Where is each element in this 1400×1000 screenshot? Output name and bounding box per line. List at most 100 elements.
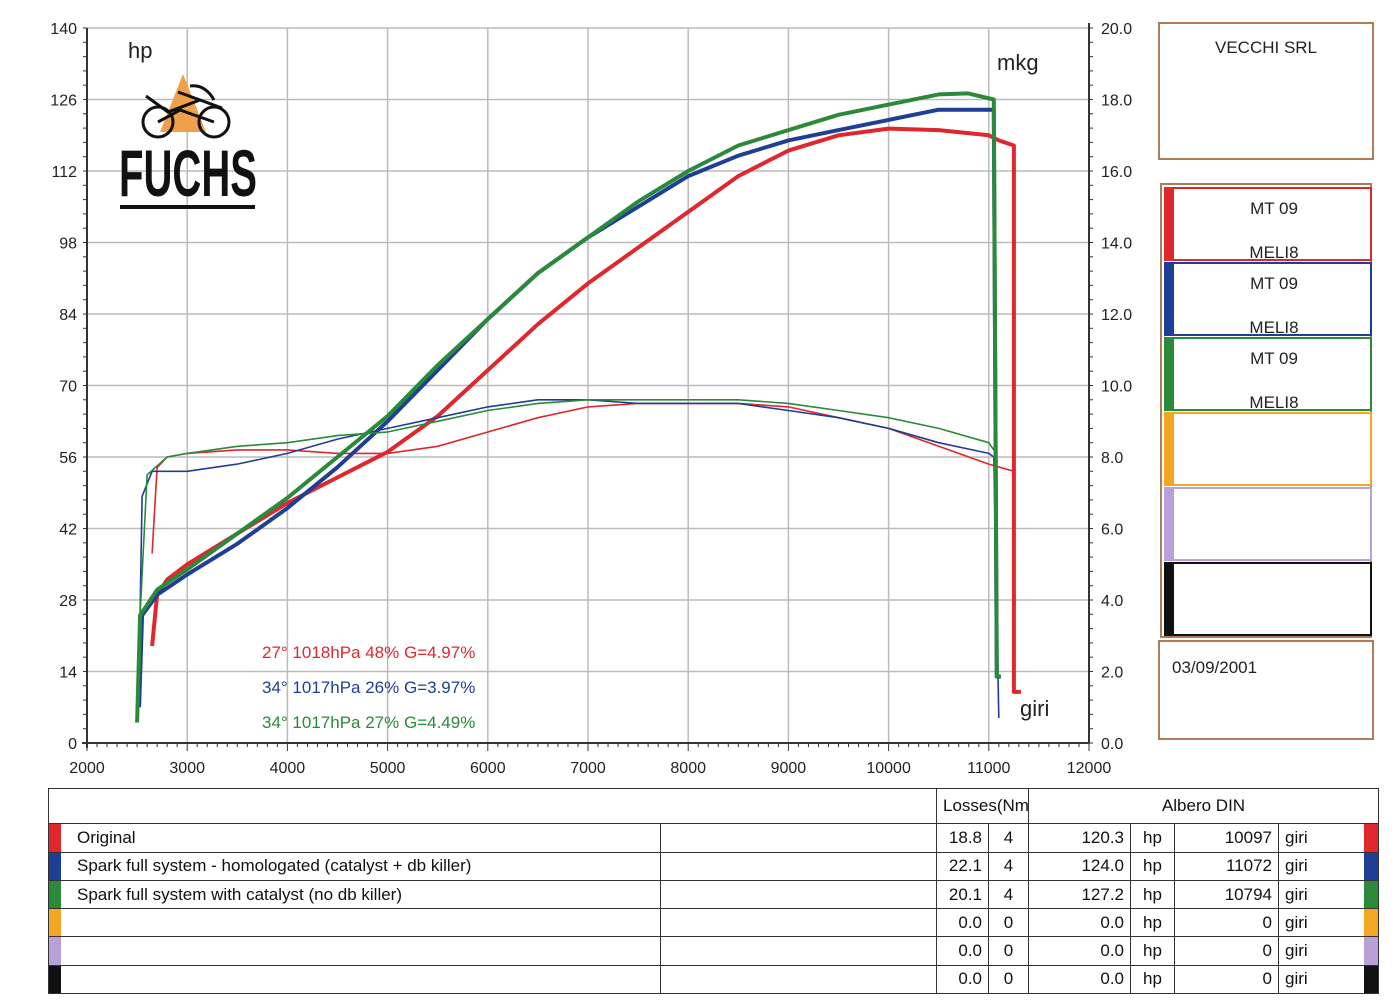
- max-power-rpm: 10794: [1174, 879, 1279, 910]
- sample-config: MELI8: [1249, 243, 1299, 262]
- sample-color-chip: [1164, 262, 1174, 336]
- x-tick-label: 6000: [470, 760, 506, 777]
- sample-model: MT 09: [1250, 199, 1298, 218]
- loss-value: 0.0: [936, 964, 989, 995]
- power-curve-2: [137, 107, 1001, 708]
- company-name: VECCHI SRL: [1214, 38, 1318, 57]
- sample-config: MELI8: [1249, 318, 1299, 337]
- run-notes: [660, 851, 937, 881]
- rpm-unit: giri: [1277, 936, 1380, 966]
- test-conditions: 27° 1018hPa 48% G=4.97% 34° 1017hPa 26% G…: [262, 643, 475, 732]
- loss-value: 20.1: [936, 879, 989, 910]
- run-notes: [660, 964, 937, 995]
- sample-config: MELI8: [1249, 393, 1299, 412]
- y-left-tick-label: 84: [59, 307, 77, 324]
- losses-header: Losses(Nm): [936, 787, 1029, 825]
- rpm-unit: giri: [1277, 964, 1380, 995]
- sample-box-2: MT 09 MELI8: [1164, 262, 1372, 337]
- logo-text: FUCHS: [119, 137, 257, 210]
- loss-count: 4: [988, 879, 1029, 910]
- run-name: [48, 964, 661, 995]
- motorcycle-icon: [141, 84, 231, 139]
- y-right-tick-label: 18.0: [1101, 93, 1132, 110]
- max-power-value: 124.0: [1028, 851, 1131, 881]
- chart-ticks: 2000 3000 4000 5000 6000 7000 8000 9000 10000 110…: [50, 21, 1132, 777]
- row-color-chip: [49, 853, 61, 880]
- chart-axes: [82, 23, 1093, 751]
- row-color-chip: [49, 966, 61, 993]
- albero-header: Albero DIN: [1027, 787, 1380, 825]
- sample-model: MT 09: [1250, 349, 1298, 368]
- sample-color-chip: [1164, 187, 1174, 261]
- loss-value: 0.0: [936, 936, 989, 966]
- test-date: 03/09/2001: [1172, 658, 1258, 677]
- power-unit: hp: [1130, 936, 1175, 966]
- run-name: Spark full system - homologated (catalys…: [48, 851, 661, 881]
- row-color-chip: [49, 937, 61, 965]
- dyno-chart: 2000 3000 4000 5000 6000 7000 8000 9000 10000 110…: [50, 21, 1132, 777]
- max-power-value: 0.0: [1028, 964, 1131, 995]
- loss-count: 4: [988, 823, 1029, 853]
- run-name: Spark full system with catalyst (no db k…: [48, 879, 661, 910]
- y-right-tick-label: 16.0: [1101, 164, 1132, 181]
- run-name: Original: [48, 823, 661, 853]
- run-notes: [660, 936, 937, 966]
- x-tick-label: 4000: [270, 760, 306, 777]
- chart-series: [135, 91, 1021, 723]
- y-right-tick-label: 8.0: [1101, 450, 1123, 467]
- power-curve-3: [135, 91, 1001, 723]
- row-color-chip-right: [1364, 966, 1378, 993]
- max-power-value: 120.3: [1028, 823, 1131, 853]
- row-color-chip: [49, 824, 61, 852]
- y-right-tick-label: 20.0: [1101, 21, 1132, 38]
- y-right-tick-label: 12.0: [1101, 307, 1132, 324]
- run-name: [48, 908, 661, 938]
- sample-color-chip: [1164, 337, 1174, 411]
- sample-color-chip: [1164, 562, 1174, 636]
- rpm-unit: giri: [1277, 908, 1380, 938]
- max-power-value: 0.0: [1028, 936, 1131, 966]
- sample-box-6: [1164, 562, 1372, 636]
- row-color-chip: [49, 909, 61, 936]
- x-tick-label: 10000: [866, 760, 911, 777]
- row-color-chip-right: [1364, 853, 1378, 880]
- sample-box-3: MT 09 MELI8: [1164, 337, 1372, 412]
- torque-curve-1: [151, 402, 1015, 554]
- loss-count: 4: [988, 851, 1029, 881]
- results-row: Spark full system - homologated (catalys…: [48, 851, 1380, 881]
- y-right-tick-label: 4.0: [1101, 593, 1123, 610]
- loss-value: 0.0: [936, 908, 989, 938]
- brand-logo: FUCHS: [119, 74, 257, 211]
- row-color-chip-right: [1364, 909, 1378, 936]
- max-power-value: 0.0: [1028, 908, 1131, 938]
- x-tick-label: 11000: [967, 760, 1010, 777]
- rpm-unit: giri: [1277, 851, 1380, 881]
- max-power-rpm: 11072: [1174, 851, 1279, 881]
- row-color-chip: [49, 881, 61, 908]
- sample-model: MT 09: [1250, 274, 1298, 293]
- x-tick-label: 2000: [69, 760, 105, 777]
- x-tick-label: 7000: [570, 760, 606, 777]
- max-power-rpm: 0: [1174, 908, 1279, 938]
- results-row: Spark full system with catalyst (no db k…: [48, 879, 1380, 910]
- max-power-rpm: 10097: [1174, 823, 1279, 853]
- loss-value: 22.1: [936, 851, 989, 881]
- loss-count: 0: [988, 936, 1029, 966]
- rpm-unit: giri: [1277, 879, 1380, 910]
- run-notes: [660, 908, 937, 938]
- rpm-unit: giri: [1277, 823, 1380, 853]
- row-color-chip-right: [1364, 824, 1378, 852]
- results-row: 0.0 0 0.0 hp 0 giri: [48, 936, 1380, 966]
- y-right-tick-label: 10.0: [1101, 379, 1132, 396]
- chart-grid: [86, 27, 1090, 744]
- x-tick-label: 9000: [771, 760, 807, 777]
- y-left-tick-label: 0: [68, 736, 77, 753]
- condition-line-1: 27° 1018hPa 48% G=4.97%: [262, 643, 475, 662]
- date-box: 03/09/2001: [1158, 640, 1374, 740]
- y-right-tick-label: 0.0: [1101, 736, 1123, 753]
- power-unit: hp: [1130, 964, 1175, 995]
- x-tick-label: 12000: [1067, 760, 1112, 777]
- y-left-tick-label: 56: [59, 450, 77, 467]
- power-unit: hp: [1130, 908, 1175, 938]
- condition-line-3: 34° 1017hPa 27% G=4.49%: [262, 713, 475, 732]
